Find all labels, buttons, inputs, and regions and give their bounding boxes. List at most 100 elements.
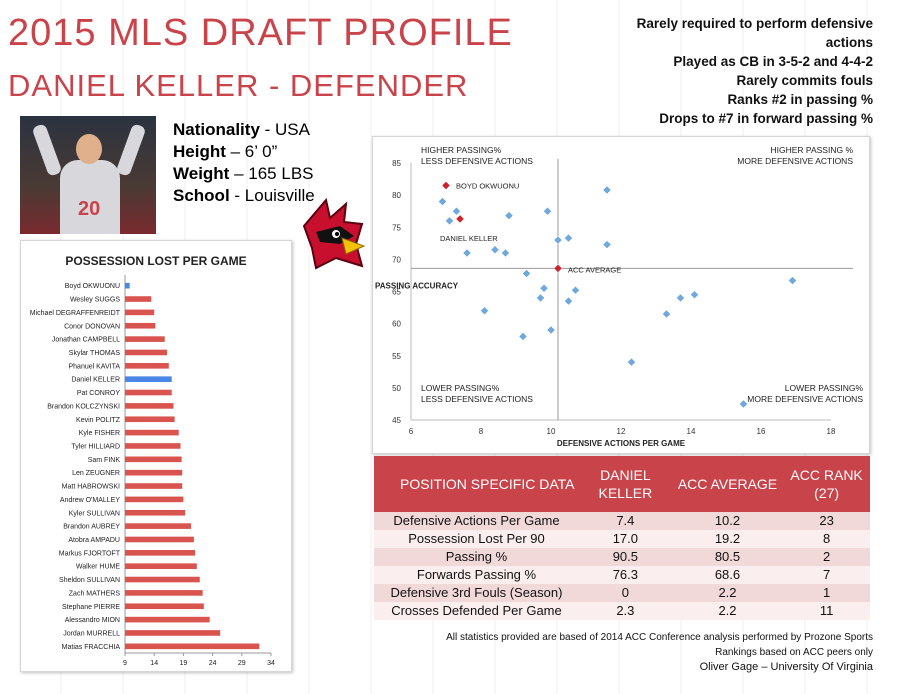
player-bio: Nationality - USA Height – 6’ 0” Weight … [173, 119, 315, 207]
acc-rank-value: 11 [783, 602, 870, 620]
stat-label: Passing % [374, 548, 579, 566]
y-tick-label: 55 [392, 352, 401, 361]
scatter-point [627, 357, 636, 367]
scatter-point [571, 285, 580, 295]
x-tick-label: 12 [617, 427, 626, 436]
category-label: Sam FINK [88, 457, 121, 464]
keller-value: 2.3 [578, 602, 672, 620]
bio-label: Height [173, 142, 226, 161]
category-label: Boyd OKWUONU [65, 283, 120, 290]
point-label: DANIEL KELLER [440, 234, 498, 243]
bar [125, 643, 260, 650]
bar [125, 443, 181, 449]
player-name-position: DANIEL KELLER - DEFENDER [8, 68, 469, 103]
category-label: Tyler HILLIARD [71, 443, 120, 450]
footer-credits: All statistics provided are based of 201… [393, 630, 873, 675]
possession-lost-chart-panel: POSSESSION LOST PER GAME Boyd OKWUONU Wes… [20, 240, 292, 672]
passing-vs-defense-chart-panel: 45 50 55 60 65 70 75 80 85 6 8 10 12 14 16 18 DEFENSIVE … [372, 136, 870, 454]
scatter-point [602, 240, 612, 249]
category-label: Alessandro MION [65, 617, 120, 624]
x-tick-label: 16 [757, 427, 766, 436]
quadrant-label-top-right: MORE DEFENSIVE ACTIONS [737, 156, 853, 166]
y-tick-label: 70 [392, 255, 401, 264]
category-label: Markus FJORTOFT [59, 550, 121, 557]
category-label: Michael DEGRAFFENREIDT [30, 310, 121, 317]
bar [125, 616, 210, 623]
keller-value: 76.3 [578, 566, 672, 584]
acc-rank-value: 23 [783, 512, 870, 530]
x-tick-label: 10 [547, 427, 556, 436]
scatter-point [452, 206, 461, 216]
acc-average-value: 80.5 [671, 548, 784, 566]
scatter-point [522, 269, 531, 278]
table-row: Passing % 90.5 80.5 2 [374, 548, 870, 566]
y-tick-label: 45 [392, 416, 401, 425]
category-label: Wesley SUGGS [70, 297, 120, 304]
category-label: Sheldon SULLIVAN [59, 577, 120, 584]
bio-value: – 6’ 0” [230, 142, 278, 161]
y-tick-label: 80 [392, 191, 401, 200]
category-label: Matias FRACCHIA [62, 644, 121, 651]
category-label: Andrew O'MALLEY [60, 497, 120, 504]
category-label: Conor DONOVAN [64, 323, 120, 330]
category-label: Brandon AUBREY [63, 524, 120, 531]
bar [125, 349, 168, 356]
bio-label: School [173, 186, 230, 205]
acc-rank-value: 1 [783, 584, 870, 602]
player-arm [115, 123, 147, 177]
bar [125, 496, 184, 503]
bio-weight: Weight – 165 LBS [173, 163, 315, 185]
scatter-point [518, 332, 528, 341]
note-line: Drops to #7 in forward passing % [659, 111, 873, 126]
keller-value: 0 [578, 584, 672, 602]
acc-rank-value: 8 [783, 530, 870, 548]
scatter-point-highlight [553, 264, 563, 273]
position-stats-table: POSITION SPECIFIC DATA DANIEL KELLER ACC… [374, 456, 870, 620]
category-label: Kevin POLITZ [76, 417, 121, 424]
acc-average-value: 19.2 [671, 530, 784, 548]
bio-value: - Louisville [234, 186, 315, 205]
table-row: Defensive Actions Per Game 7.4 10.2 23 [374, 512, 870, 530]
note-line: Played as CB in 3-5-2 and 4-4-2 [673, 54, 873, 69]
quadrant-label-top-left: HIGHER PASSING% [421, 145, 502, 155]
bar [125, 429, 179, 436]
scatter-point [445, 216, 454, 226]
bio-school: School - Louisville [173, 185, 315, 207]
scouting-notes: Rarely required to perform defensive act… [573, 14, 873, 128]
bar [125, 590, 203, 596]
note-line: Ranks #2 in passing % [727, 92, 873, 107]
scatter-point-highlight [455, 214, 465, 224]
bar [125, 322, 156, 329]
player-jersey [60, 160, 120, 234]
acc-rank-value: 2 [783, 548, 870, 566]
y-tick-label: 65 [392, 288, 401, 297]
bar [125, 363, 169, 369]
acc-average-value: 10.2 [671, 512, 784, 530]
category-label: Walker HUME [76, 564, 120, 571]
player-head [76, 134, 102, 164]
bio-value: – 165 LBS [234, 164, 314, 183]
bar [125, 523, 191, 529]
stat-label: Defensive 3rd Fouls (Season) [374, 584, 579, 602]
passing-vs-defense-chart: 45 50 55 60 65 70 75 80 85 6 8 10 12 14 16 18 DEFENSIVE … [375, 145, 864, 448]
bar [125, 416, 175, 423]
bar [125, 576, 200, 583]
bio-height: Height – 6’ 0” [173, 141, 315, 163]
table-row: Possession Lost Per 90 17.0 19.2 8 [374, 530, 870, 548]
point-label: ACC AVERAGE [568, 265, 621, 274]
bar [125, 509, 186, 516]
scatter-point [676, 293, 685, 303]
footer-source: All statistics provided are based of 201… [446, 632, 873, 643]
column-header: ACC AVERAGE [671, 456, 784, 512]
x-tick-label: 8 [479, 427, 484, 436]
category-label: Skylar THOMAS [69, 350, 121, 357]
bar [125, 456, 182, 463]
note-line: actions [825, 35, 873, 50]
bar [125, 550, 196, 556]
category-label: Jonathan CAMPBELL [52, 337, 120, 344]
x-tick-label: 14 [150, 660, 158, 667]
scatter-point [553, 235, 563, 245]
stat-label: Defensive Actions Per Game [374, 512, 579, 530]
quadrant-label-bottom-right: LOWER PASSING% [785, 383, 864, 393]
bar [125, 483, 183, 489]
